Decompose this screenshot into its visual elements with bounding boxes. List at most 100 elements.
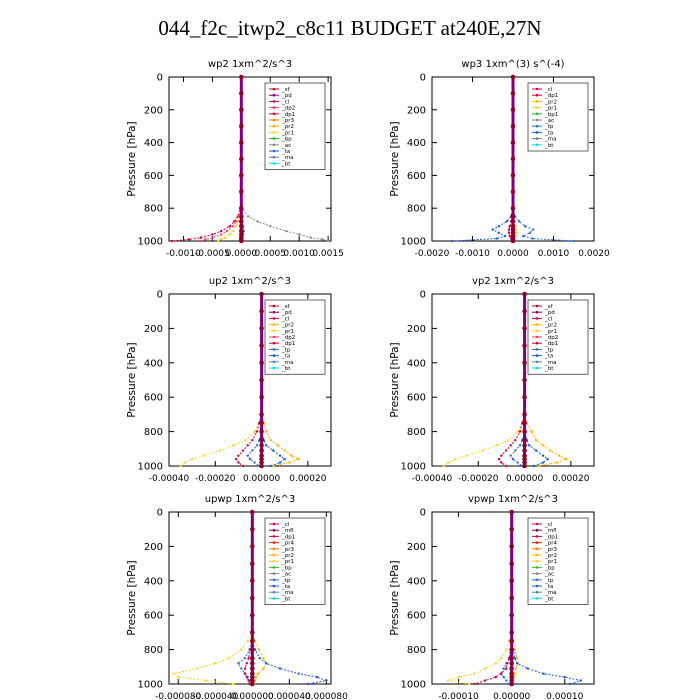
series-point-pr2	[269, 439, 273, 442]
series-point-dp1	[483, 679, 487, 682]
legend-label: _mfl	[281, 528, 294, 534]
x-tick-label: -0.00020	[458, 474, 499, 484]
legend-label: _ma	[544, 360, 556, 366]
legend-marker	[535, 354, 539, 357]
x-tick-label: 0.00000	[493, 692, 530, 700]
legend-label: _dp1	[281, 112, 295, 118]
chart-panel-3: up2 1xm^2/s^3 0 200 400 600 800 1000 Pressure […	[126, 276, 332, 484]
series-point-tp	[255, 444, 259, 447]
legend-label: _ta	[281, 584, 290, 590]
legend-label: _pr1	[281, 559, 294, 565]
series-point-dp1	[504, 449, 508, 452]
series-point-tp	[572, 239, 575, 243]
series-point-pr1	[244, 439, 247, 442]
series-point-dp2	[225, 229, 229, 233]
series-point-pr1	[505, 648, 508, 651]
legend-marker	[272, 149, 276, 153]
series-point-pd	[239, 107, 244, 113]
series-point-ta	[495, 237, 498, 240]
legend-marker	[272, 131, 276, 134]
plot-frame	[431, 293, 595, 467]
series-point-mfl	[509, 578, 514, 584]
series-point-cl	[510, 74, 516, 80]
series-point-pd	[239, 223, 244, 229]
series-point-pr1	[515, 231, 518, 234]
x-tick-label: -0.00010	[438, 692, 479, 700]
series-point-mfl	[509, 666, 514, 671]
y-tick-label: 1000	[138, 462, 163, 473]
series-line-pr1	[172, 512, 253, 685]
series-point-pr1	[240, 648, 243, 651]
legend-label: _dp1	[281, 341, 295, 347]
series-point-cl	[510, 227, 516, 232]
series-point-tp	[502, 675, 505, 679]
series-point-pr1	[516, 430, 519, 433]
x-tick-label: -0.00040	[149, 474, 190, 484]
series-point-pr1	[232, 229, 235, 233]
series-point-ta	[269, 464, 273, 468]
series-point-dp1	[494, 675, 497, 679]
x-tick-label: -0.0020	[415, 249, 450, 259]
y-tick-label: 800	[144, 645, 163, 656]
y-tick-label: 200	[144, 542, 163, 553]
legend-label: _mfl	[544, 528, 557, 534]
series-point-pd	[522, 394, 527, 400]
legend-label: _ac	[281, 143, 291, 149]
series-point-mfl	[250, 509, 255, 515]
chart-panel-1: wp2 1xm^2/s^3 0 200 400 600 800 1000 Pressure […	[126, 59, 344, 259]
series-point-pd	[522, 460, 527, 465]
legend-marker	[272, 553, 276, 557]
series-point-ta	[283, 457, 286, 461]
x-tick-label: 0.00000	[243, 474, 280, 484]
series-point-mfl	[250, 647, 255, 652]
y-tick-label: 600	[144, 171, 163, 182]
legend-marker	[272, 317, 276, 320]
series-line-pr1	[180, 294, 263, 467]
series-point-pr2	[530, 430, 533, 433]
series-point-mfl	[509, 674, 514, 680]
series-point-pr1	[494, 662, 497, 665]
legend-marker	[535, 360, 539, 364]
series-point-pd	[259, 377, 264, 383]
series-point-cl	[510, 140, 516, 145]
y-tick-label: 600	[144, 611, 163, 622]
series-point-pr1	[246, 639, 249, 643]
series-point-cl	[510, 107, 516, 113]
series-point-pr2	[541, 444, 545, 447]
series-point-mfl	[509, 678, 514, 683]
series-point-pd	[522, 453, 527, 458]
series-point-ta	[451, 239, 454, 243]
legend-marker	[272, 354, 276, 357]
legend-marker	[535, 559, 539, 563]
series-point-pr2	[254, 675, 258, 679]
series-point-mfl	[509, 612, 514, 618]
series-point-pr2	[265, 430, 268, 433]
series-point-dp1	[233, 220, 236, 223]
legend-marker	[535, 106, 539, 109]
legend-marker	[272, 112, 276, 116]
legend-label: _bt	[544, 366, 554, 372]
x-tick-label: 0.000000	[231, 692, 274, 700]
legend-marker	[535, 93, 539, 97]
series-point-dp2	[219, 233, 223, 236]
legend-label: _cl	[281, 522, 290, 528]
page-title: 044_f2c_itwp2_c8c11 BUDGET at240E,27N	[158, 16, 542, 40]
legend-marker	[272, 341, 276, 345]
series-line-dp1	[474, 512, 513, 685]
legend-label: _ac	[544, 118, 554, 124]
x-tick-label: 0.0005	[255, 249, 287, 259]
legend-label: _sf	[544, 304, 554, 310]
legend-label: _pr4	[281, 541, 295, 547]
series-point-pr1	[195, 667, 198, 670]
legend-marker	[272, 522, 276, 526]
series-point-mfl	[250, 671, 255, 676]
series-point-pr2	[290, 454, 293, 457]
series-point-dp1	[228, 225, 231, 228]
y-tick-label: 1000	[401, 237, 426, 248]
y-tick-label: 0	[420, 290, 426, 301]
legend-label: _dp1	[544, 341, 558, 347]
series-point-pr1	[453, 457, 457, 461]
legend-marker	[535, 572, 539, 575]
series-point-cl	[510, 219, 516, 224]
series-point-pr1	[507, 439, 510, 442]
